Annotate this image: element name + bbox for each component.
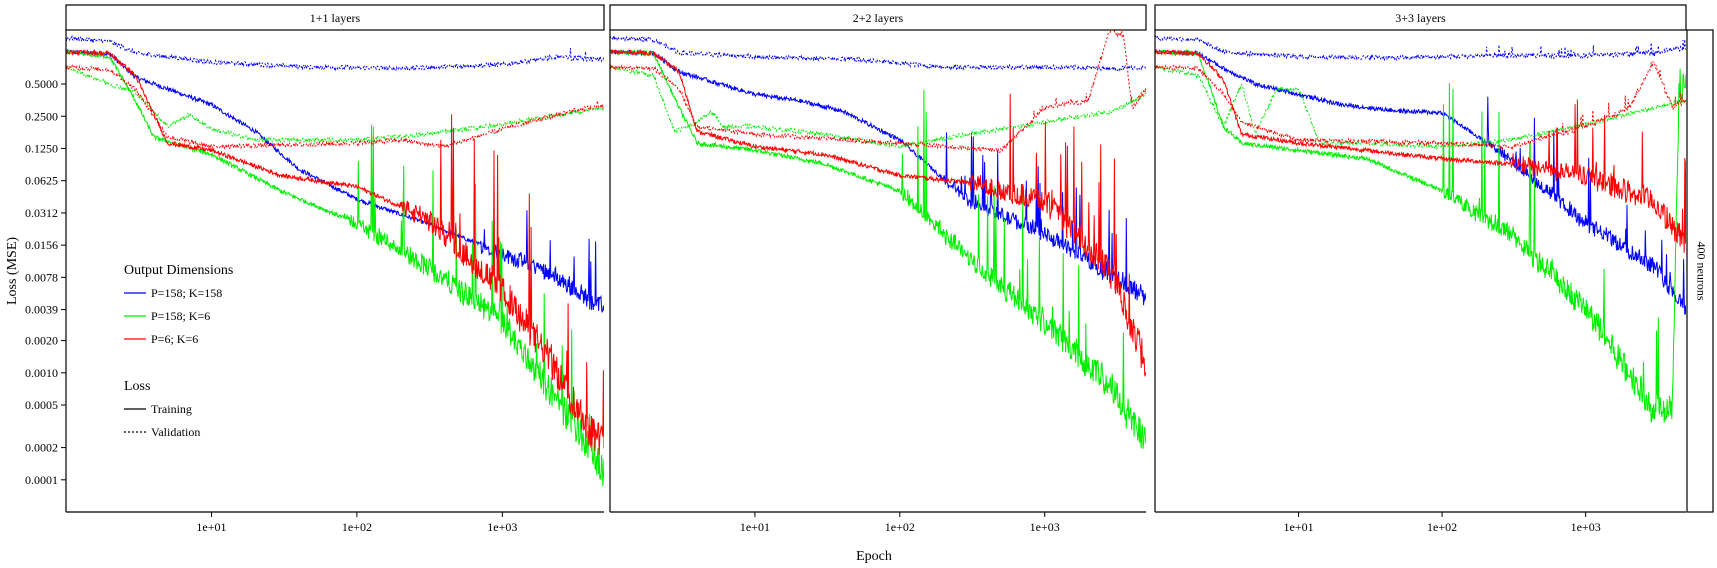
row-strip-box — [1686, 29, 1714, 513]
row-strip: 400 neurons — [1686, 29, 1714, 513]
y-tick-label: 0.0002 — [25, 441, 58, 455]
series-line-p-158-k-6-validation — [1155, 64, 1686, 151]
x-axis-title: Epoch — [856, 549, 892, 564]
legend: Output Dimensions P=158; K=158 P=158; K=6 P… — [124, 263, 233, 439]
panel-3: 3+3 layers 1e+01 1e+02 1e+03 — [1154, 4, 1687, 534]
x-tick-label: 1e+03 — [1571, 520, 1601, 534]
series-line-p-158-k-158-validation — [1155, 35, 1686, 62]
series-line-p-6-k-6-training — [610, 48, 1146, 377]
y-tick-label: 0.2500 — [25, 109, 58, 123]
x-tick-label: 1e+02 — [342, 520, 372, 534]
legend-color-label: P=6; K=6 — [151, 332, 198, 346]
legend-linetype-title: Loss — [124, 379, 150, 394]
y-tick-label: 0.0156 — [25, 238, 58, 252]
panel-strip-label: 2+2 layers — [853, 11, 904, 25]
panels-layer: 1+1 layers 1e+01 1e+02 1e+03 0.5000 0.2500 0.1… — [25, 4, 1687, 534]
panel-2: 2+2 layers 1e+01 1e+02 1e+03 — [609, 4, 1147, 534]
panel-strip-box — [65, 4, 605, 31]
legend-color-label: P=158; K=6 — [151, 309, 210, 323]
y-tick-label: 0.0625 — [25, 174, 58, 188]
x-tick-label: 1e+02 — [1427, 520, 1457, 534]
y-tick-label: 0.5000 — [25, 77, 58, 91]
y-tick-label: 0.0312 — [25, 206, 58, 220]
legend-linetype-label: Training — [151, 402, 192, 416]
x-tick-label: 1e+01 — [1284, 520, 1314, 534]
legend-color-title: Output Dimensions — [124, 263, 233, 278]
series-line-p-158-k-158-validation — [66, 34, 604, 72]
panel-strip-box — [609, 4, 1147, 31]
legend-color-label: P=158; K=158 — [151, 286, 222, 300]
legend-linetype-label: Validation — [151, 425, 200, 439]
y-tick-label: 0.0010 — [25, 366, 58, 380]
series-line-p-6-k-6-validation — [1155, 61, 1686, 151]
series-line-p-158-k-6-training — [66, 49, 604, 487]
panel-1: 1+1 layers 1e+01 1e+02 1e+03 0.5000 0.2500 0.1… — [25, 4, 605, 534]
y-axis-title: Loss (MSE) — [5, 237, 20, 305]
panel-strip-label: 1+1 layers — [310, 11, 361, 25]
y-tick-label: 0.1250 — [25, 141, 58, 155]
series-line-p-158-k-158-training — [610, 49, 1146, 306]
y-tick-label: 0.0020 — [25, 334, 58, 348]
x-tick-label: 1e+03 — [487, 520, 517, 534]
series-line-p-6-k-6-training — [66, 48, 604, 456]
panel-strip-box — [1154, 4, 1687, 31]
series-line-p-158-k-6-validation — [610, 64, 1146, 150]
y-tick-label: 0.0001 — [25, 473, 58, 487]
row-strip-label: 400 neurons — [1694, 242, 1708, 301]
series-line-p-158-k-6-training — [610, 49, 1146, 449]
panel-strip-label: 3+3 layers — [1395, 11, 1446, 25]
x-tick-label: 1e+02 — [885, 520, 915, 534]
x-tick-label: 1e+03 — [1030, 520, 1060, 534]
series-group — [610, 30, 1146, 449]
series-group — [1155, 35, 1686, 423]
series-line-p-6-k-6-validation — [610, 30, 1146, 153]
series-group — [66, 34, 604, 487]
series-line-p-158-k-6-validation — [66, 65, 604, 144]
y-tick-label: 0.0078 — [25, 270, 58, 284]
series-line-p-158-k-6-training — [1155, 48, 1686, 423]
series-line-p-6-k-6-validation — [66, 64, 604, 150]
series-line-p-158-k-158-training — [1155, 48, 1686, 315]
x-tick-label: 1e+01 — [196, 520, 226, 534]
series-line-p-158-k-158-validation — [610, 34, 1146, 72]
series-line-p-6-k-6-training — [1155, 48, 1686, 253]
y-tick-label: 0.0039 — [25, 303, 58, 317]
x-tick-label: 1e+01 — [740, 520, 770, 534]
series-line-p-158-k-158-training — [66, 48, 604, 313]
y-tick-label: 0.0005 — [25, 398, 58, 412]
